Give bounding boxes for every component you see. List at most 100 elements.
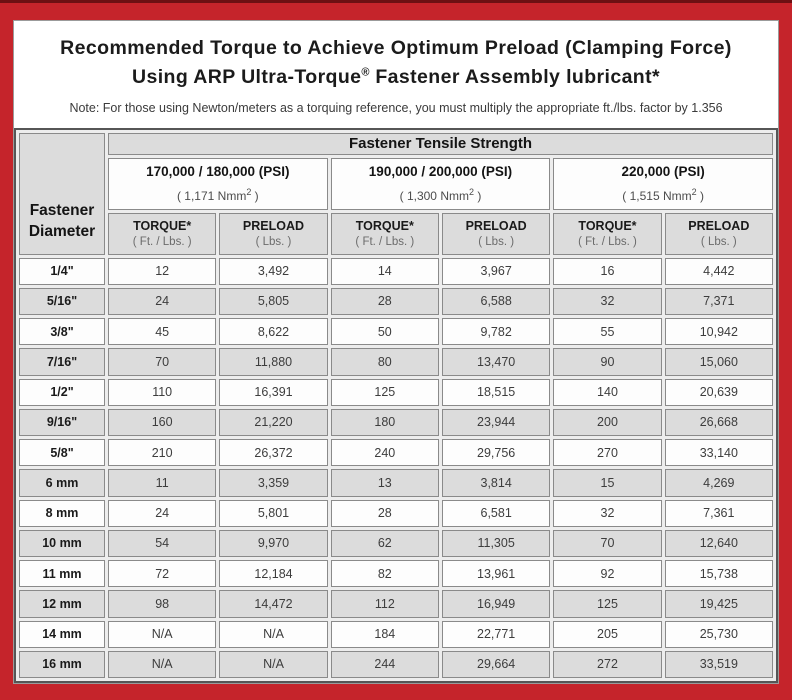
torque-value-cell: N/A [108, 650, 217, 678]
table-row: 11 mm 72 12,184 82 13,961 92 15,738 [19, 560, 773, 588]
torque-value-cell: 92 [553, 560, 662, 588]
torque-value-cell: 244 [330, 650, 439, 678]
nmm-close: ) [474, 189, 482, 203]
fastener-diameter-cell: 5/8" [19, 439, 105, 467]
tensile-strength-header: Fastener Tensile Strength [108, 132, 773, 155]
preload-column-header: PRELOAD ( Lbs. ) [441, 212, 551, 255]
psi-group-170-180: 170,000 / 180,000 (PSI) ( 1,171 Nmm2 ) [108, 157, 328, 210]
torque-value-cell: 205 [553, 620, 662, 648]
torque-value-cell: 11 [108, 469, 217, 497]
torque-column-header: TORQUE* ( Ft. / Lbs. ) [108, 212, 217, 255]
fastener-diameter-cell: 6 mm [19, 469, 105, 497]
column-label: TORQUE* [578, 219, 637, 233]
torque-value-cell: 112 [330, 590, 439, 618]
table-row: 12 mm 98 14,472 112 16,949 125 19,425 [19, 590, 773, 618]
table-row: 6 mm 11 3,359 13 3,814 15 4,269 [19, 469, 773, 497]
table-row: 5/16" 24 5,805 28 6,588 32 7,371 [19, 287, 773, 315]
torque-value-cell: 98 [108, 590, 217, 618]
psi-group-190-200: 190,000 / 200,000 (PSI) ( 1,300 Nmm2 ) [330, 157, 551, 210]
torque-value-cell: 28 [330, 287, 439, 315]
preload-value-cell: 8,622 [219, 318, 328, 346]
nmm-superscript: 2 [468, 187, 474, 197]
preload-value-cell: 3,967 [441, 257, 551, 285]
table-row: 10 mm 54 9,970 62 11,305 70 12,640 [19, 529, 773, 557]
nmm-label: ( 1,171 Nmm2 ) [111, 187, 325, 203]
column-label: TORQUE* [133, 219, 192, 233]
torque-value-cell: 160 [108, 408, 217, 436]
preload-value-cell: 7,361 [664, 499, 773, 527]
preload-column-header: PRELOAD ( Lbs. ) [664, 212, 773, 255]
table-row: 3/8" 45 8,622 50 9,782 55 10,942 [19, 318, 773, 346]
table-row: 1/4" 12 3,492 14 3,967 16 4,442 [19, 257, 773, 285]
psi-label: 170,000 / 180,000 (PSI) [146, 164, 290, 179]
table-row: 1/2" 110 16,391 125 18,515 140 20,639 [19, 378, 773, 406]
registered-trademark-symbol: ® [361, 66, 370, 79]
nmm-superscript: 2 [246, 187, 252, 197]
torque-value-cell: 184 [330, 620, 439, 648]
preload-value-cell: 3,359 [219, 469, 328, 497]
column-label: TORQUE* [355, 219, 414, 233]
fastener-diameter-line2: Diameter [28, 222, 96, 240]
preload-value-cell: 20,639 [664, 378, 773, 406]
column-unit: ( Lbs. ) [700, 236, 737, 248]
torque-value-cell: 80 [330, 348, 439, 376]
torque-value-cell: 24 [108, 499, 217, 527]
title-line2-suffix: Fastener Assembly lubricant* [369, 66, 661, 89]
preload-value-cell: 26,372 [219, 439, 328, 467]
fastener-diameter-cell: 14 mm [19, 620, 105, 648]
fastener-diameter-cell: 1/2" [19, 378, 105, 406]
table-row: 9/16" 160 21,220 180 23,944 200 26,668 [19, 408, 773, 436]
column-unit: ( Ft. / Lbs. ) [132, 236, 192, 248]
fastener-diameter-header: Fastener Diameter [19, 132, 105, 255]
torque-value-cell: 12 [108, 257, 217, 285]
header-row-columns: TORQUE* ( Ft. / Lbs. ) PRELOAD ( Lbs. ) … [19, 212, 773, 255]
preload-value-cell: 4,442 [664, 257, 773, 285]
preload-value-cell: N/A [219, 620, 328, 648]
torque-value-cell: 16 [553, 257, 662, 285]
psi-label: 190,000 / 200,000 (PSI) [368, 164, 513, 179]
preload-column-header: PRELOAD ( Lbs. ) [219, 212, 328, 255]
nmm-superscript: 2 [691, 187, 697, 197]
fastener-diameter-cell: 12 mm [19, 590, 105, 618]
table-body: 1/4" 12 3,492 14 3,967 16 4,442 5/16" 24 5,805 28 6… [19, 257, 773, 678]
preload-value-cell: 16,391 [219, 378, 328, 406]
torque-value-cell: 62 [330, 529, 439, 557]
preload-value-cell: 9,782 [441, 318, 551, 346]
fastener-diameter-cell: 9/16" [19, 408, 105, 436]
header-row-group: Fastener Diameter Fastener Tensile Stren… [19, 132, 773, 255]
preload-value-cell: 15,738 [664, 560, 773, 588]
nmm-label: ( 1,515 Nmm2 ) [556, 187, 770, 203]
psi-group-220: 220,000 (PSI) ( 1,515 Nmm2 ) [553, 157, 773, 210]
column-label: PRELOAD [242, 219, 305, 233]
document-page: Recommended Torque to Achieve Optimum Pr… [13, 20, 779, 684]
torque-value-cell: 180 [330, 408, 439, 436]
preload-value-cell: 15,060 [664, 348, 773, 376]
column-unit: ( Lbs. ) [255, 236, 292, 248]
torque-value-cell: 272 [553, 650, 662, 678]
table-row: 8 mm 24 5,801 28 6,581 32 7,361 [19, 499, 773, 527]
torque-value-cell: 15 [553, 469, 662, 497]
preload-value-cell: 5,805 [219, 287, 328, 315]
table-row: 5/8" 210 26,372 240 29,756 270 33,140 [19, 439, 773, 467]
preload-value-cell: 3,492 [219, 257, 328, 285]
torque-column-header: TORQUE* ( Ft. / Lbs. ) [330, 212, 439, 255]
preload-value-cell: 19,425 [664, 590, 773, 618]
preload-value-cell: 33,140 [664, 439, 773, 467]
preload-value-cell: 23,944 [441, 408, 551, 436]
preload-value-cell: 6,581 [441, 499, 551, 527]
title-line1: Recommended Torque to Achieve Optimum Pr… [60, 37, 732, 59]
preload-value-cell: 14,472 [219, 590, 328, 618]
torque-value-cell: 13 [330, 469, 439, 497]
preload-value-cell: 4,269 [664, 469, 773, 497]
title-line2-text: Using ARP Ultra-Torque [131, 66, 362, 89]
torque-value-cell: 125 [330, 378, 439, 406]
preload-value-cell: 22,771 [441, 620, 551, 648]
torque-value-cell: 45 [108, 318, 217, 346]
preload-value-cell: 18,515 [441, 378, 551, 406]
preload-value-cell: 29,664 [441, 650, 551, 678]
torque-value-cell: 200 [553, 408, 662, 436]
preload-value-cell: 11,880 [219, 348, 328, 376]
column-unit: ( Lbs. ) [478, 236, 515, 248]
preload-value-cell: 26,668 [664, 408, 773, 436]
preload-value-cell: 12,640 [664, 529, 773, 557]
